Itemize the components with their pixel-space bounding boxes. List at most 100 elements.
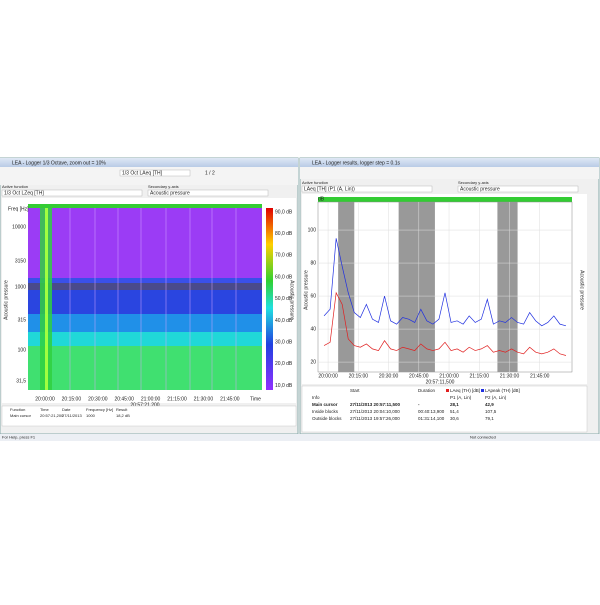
colorbar-label: 20,0 dB — [275, 361, 293, 367]
table-cell: 18,2 dB — [116, 413, 130, 418]
x-tick-label: 21:45:00 — [530, 373, 550, 379]
table-header: Date — [62, 407, 71, 412]
colorbar-label: 60,0 dB — [275, 274, 293, 280]
label: Active function — [302, 180, 328, 185]
results-table — [301, 385, 588, 433]
x-tick-label: 20:30:00 — [379, 373, 399, 379]
table-subheader: P2 (A, Lin) — [485, 395, 507, 400]
y-tick-label: 20 — [310, 359, 316, 365]
cursor-time: 20:57:11,500 — [426, 379, 455, 385]
table-cell: 27/11/2013 20:57:11,500 — [350, 402, 401, 407]
colorbar-label: 50,0 dB — [275, 296, 293, 302]
spectrogram — [28, 208, 262, 390]
dropdown[interactable] — [301, 185, 433, 193]
table-cell: 27/11/2013 — [62, 413, 82, 418]
legend-swatch — [446, 389, 449, 392]
y-tick-label: 315 — [18, 317, 27, 323]
series-line — [323, 291, 567, 356]
y-tick-label: 60 — [310, 293, 316, 299]
table-cell: 51,4 — [450, 409, 459, 414]
title-bar — [0, 158, 298, 167]
status-strip — [28, 204, 262, 208]
x-tick-label: 20:15:00 — [62, 396, 82, 402]
title-bar — [300, 158, 599, 167]
x-tick-label: 20:00:00 — [318, 373, 338, 379]
x-tick-label: 20:45:00 — [114, 396, 134, 402]
table-cell: Main cursor — [10, 413, 32, 418]
x-tick-label: 20:15:00 — [349, 373, 369, 379]
y-tick-label: 3150 — [15, 258, 26, 264]
y-tick-label: 100 — [18, 347, 27, 353]
status-strip — [318, 197, 572, 202]
axis-label: Acoustic pressure — [3, 280, 9, 320]
x-tick-label: 20:45:00 — [409, 373, 429, 379]
block — [497, 202, 518, 372]
axis-label: dB — [318, 196, 325, 202]
table-header: Duration — [418, 388, 436, 393]
label: Secondary y-axis — [458, 180, 489, 185]
table-cell: Inside blocks — [312, 409, 339, 414]
table-cell: 27/11/2013 19:57:26,000 — [350, 416, 400, 421]
colorbar-label: 90,0 dB — [275, 209, 293, 215]
y-tick-label: 31,5 — [16, 378, 26, 384]
x-tick-label: 21:30:00 — [194, 396, 214, 402]
colorbar-label: 70,0 dB — [275, 253, 293, 259]
y-tick-label: 1000 — [15, 284, 26, 290]
x-tick-label: 21:30:00 — [500, 373, 520, 379]
dropdown[interactable] — [119, 169, 191, 177]
table-cell: 01:31:14,100 — [418, 416, 445, 421]
legend-swatch — [481, 389, 484, 392]
dropdown-text: Acoustic pressure — [150, 190, 190, 196]
page-indicator: 1 / 2 — [205, 170, 215, 176]
dropdown[interactable] — [147, 189, 269, 197]
table-cell: Outside blocks — [312, 416, 342, 421]
y-tick-label: 10000 — [12, 224, 26, 230]
plot-area — [317, 201, 573, 373]
table-header: Result — [116, 407, 128, 412]
block — [398, 202, 435, 372]
colorbar — [266, 208, 273, 390]
table-cell: Info — [312, 395, 320, 400]
table-cell: 27/11/2013 20:04:10,000 — [350, 409, 400, 414]
window-title: LEA - Logger results, logger step = 0.1s — [312, 160, 400, 166]
table-header: Function — [10, 407, 25, 412]
axis-label: Freq [Hz] — [8, 206, 29, 212]
dropdown-text: 1/3 Oct LZeq [TH] — [4, 190, 44, 196]
table-cell: 42,9 — [485, 402, 494, 407]
colorbar-label: 10,0 dB — [275, 383, 293, 389]
status-text: For Help, press F1 — [2, 435, 36, 440]
status-bar — [0, 434, 600, 441]
x-tick-label: 21:15:00 — [167, 396, 187, 402]
axis-label: Acoustic pressure — [289, 280, 295, 320]
dropdown-text: Acoustic pressure — [460, 186, 500, 192]
x-tick-label: 21:15:00 — [470, 373, 490, 379]
dropdown[interactable] — [457, 185, 579, 193]
legend-label: LAeq (TH) [dB] — [450, 388, 480, 393]
dropdown[interactable] — [1, 189, 143, 197]
y-tick-label: 80 — [310, 260, 316, 266]
label: Secondary y-axis — [148, 184, 179, 189]
table-cell: 28,1 — [450, 402, 459, 407]
table-cell: 20:57:21,200 — [40, 413, 64, 418]
toolbar — [300, 167, 599, 179]
legend-label: LApeak (TH) [dB] — [485, 388, 520, 393]
table-header: Start — [350, 388, 360, 393]
y-tick-label: 40 — [310, 326, 316, 332]
table-cell: 30,6 — [450, 416, 459, 421]
colorbar-label: 40,0 dB — [275, 318, 293, 324]
label: Active function — [2, 184, 28, 189]
table-header: Frequency [Hz] — [86, 407, 113, 412]
table-cell: 107,5 — [485, 409, 497, 414]
dropdown-text: 1/3 Oct LAeq [TH] — [122, 170, 163, 176]
table-header: Time — [40, 407, 50, 412]
series-line — [323, 238, 567, 327]
x-tick-label: 21:00:00 — [141, 396, 161, 402]
x-tick-label: 20:00:00 — [35, 396, 55, 402]
colorbar-label: 30,0 dB — [275, 340, 293, 346]
axis-label: Time — [250, 396, 261, 402]
cursor-time: 20:57:21,200 — [130, 402, 159, 408]
dropdown-text: LAeq [TH] (P1 (A, Lin)) — [304, 186, 355, 192]
axis-label: Acoustic pressure — [303, 270, 309, 310]
table-cell: 1000 — [86, 413, 96, 418]
table-cell: Main cursor — [312, 402, 338, 407]
